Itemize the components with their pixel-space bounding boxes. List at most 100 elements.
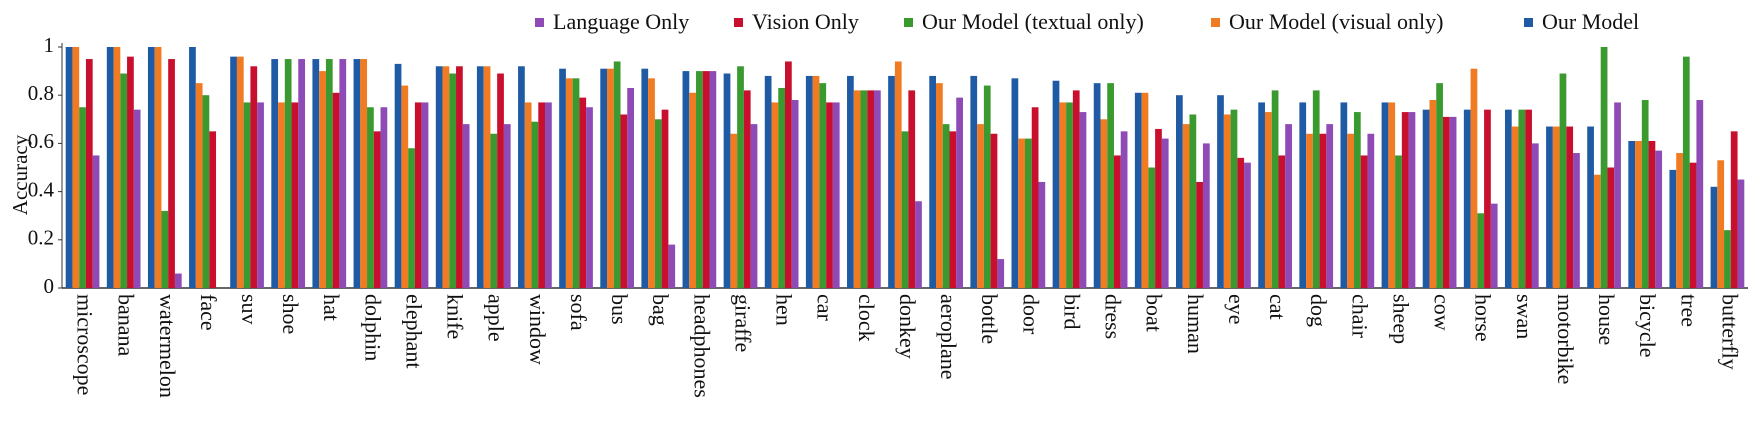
bar: [1614, 102, 1621, 289]
y-axis-label: Accuracy: [8, 134, 32, 215]
bar: [278, 102, 285, 289]
bar: [1113, 155, 1121, 288]
y-tick-label: 0: [44, 274, 55, 298]
bar: [771, 102, 779, 289]
bar: [743, 90, 751, 288]
x-tick-label: microscope: [73, 294, 98, 395]
legend-label: Our Model (textual only): [922, 9, 1144, 34]
bar: [1730, 131, 1738, 288]
bar: [325, 59, 333, 288]
bar: [620, 114, 628, 288]
bar: [92, 155, 100, 288]
bar: [1490, 203, 1498, 288]
x-tick-label: elephant: [401, 294, 426, 369]
x-tick-label: sofa: [566, 294, 591, 331]
bar: [1470, 68, 1478, 288]
bar: [209, 131, 217, 288]
bar: [949, 131, 957, 288]
bar: [805, 75, 813, 288]
bar: [867, 90, 874, 288]
bar: [1052, 80, 1060, 289]
bar: [291, 102, 299, 289]
bar: [531, 121, 539, 289]
bar: [1107, 83, 1114, 289]
bar: [1189, 114, 1197, 288]
bar: [696, 71, 703, 288]
bar: [442, 66, 450, 288]
bar: [1059, 102, 1067, 289]
x-tick-label: car: [813, 294, 838, 322]
bar: [380, 107, 388, 288]
bar: [1607, 167, 1615, 288]
bar: [1449, 116, 1457, 288]
x-tick-label: butterfly: [1717, 294, 1742, 370]
bar: [668, 244, 676, 288]
bar: [174, 273, 182, 288]
bar: [456, 66, 463, 288]
bar: [1024, 138, 1032, 288]
bar: [1175, 95, 1183, 288]
x-tick-label: headphones: [689, 294, 714, 398]
x-tick-label: face: [196, 294, 221, 331]
legend-label: Vision Only: [752, 9, 859, 34]
bar: [497, 73, 504, 288]
x-tick-label: swan: [1512, 294, 1537, 339]
bar: [1100, 119, 1108, 288]
bar: [641, 68, 649, 288]
bar: [860, 90, 868, 288]
x-tick-label: cow: [1430, 294, 1455, 331]
x-tick-label: giraffe: [730, 294, 755, 352]
bar: [518, 66, 525, 288]
bar: [1484, 109, 1491, 288]
bar: [1258, 102, 1265, 289]
bar: [250, 66, 258, 288]
bar: [189, 47, 196, 288]
x-tick-label: hen: [772, 294, 797, 326]
bar: [538, 102, 546, 289]
bar: [394, 63, 402, 289]
bar: [1518, 109, 1526, 288]
bar: [1442, 116, 1450, 288]
bar: [319, 71, 326, 288]
bar: [1477, 213, 1485, 288]
legend-label: Language Only: [553, 9, 689, 34]
y-tick-label: 0.4: [28, 177, 55, 201]
bar: [819, 83, 827, 289]
bar: [1669, 169, 1677, 288]
bar: [1285, 124, 1292, 289]
bar: [607, 68, 614, 288]
bar: [1401, 112, 1409, 288]
bar: [1278, 155, 1286, 288]
bar: [750, 124, 758, 289]
x-tick-label: bird: [1059, 294, 1084, 329]
bar: [1710, 186, 1718, 288]
bar: [1717, 160, 1725, 288]
bar: [1066, 102, 1073, 289]
x-tick-label: door: [1018, 294, 1043, 335]
bar: [421, 102, 429, 289]
bar: [689, 92, 697, 288]
bar: [127, 56, 134, 288]
bar: [72, 47, 80, 288]
bar: [1573, 153, 1580, 288]
bar: [888, 75, 895, 288]
bar: [1504, 109, 1512, 288]
bar: [997, 259, 1005, 288]
bar: [1436, 83, 1443, 289]
bar: [661, 109, 669, 288]
bar: [353, 59, 361, 288]
bar: [1223, 114, 1231, 288]
x-tick-label: bus: [607, 294, 632, 325]
bar: [1340, 102, 1348, 289]
bar: [106, 47, 114, 288]
bar: [1655, 150, 1663, 288]
bar: [1319, 133, 1327, 288]
x-tick-label: window: [525, 294, 550, 365]
bar: [1525, 109, 1532, 288]
bar: [1018, 138, 1025, 288]
bar: [1566, 126, 1574, 288]
bar: [654, 119, 662, 288]
bar: [168, 59, 175, 288]
bar: [1353, 112, 1361, 288]
